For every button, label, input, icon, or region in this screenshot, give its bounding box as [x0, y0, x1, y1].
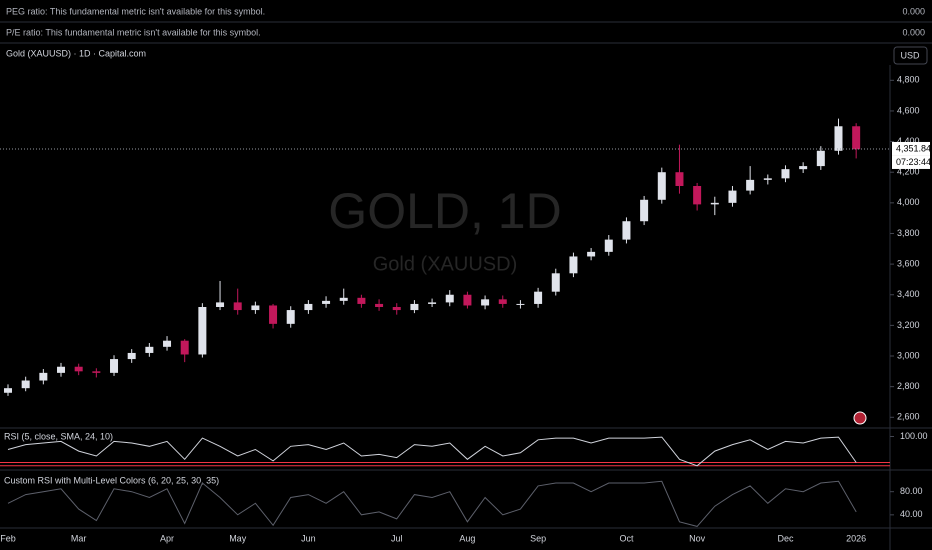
candle-body	[640, 199, 649, 222]
y-tick-label: 2,800	[897, 381, 920, 391]
x-tick-label: Oct	[619, 533, 634, 543]
y-tick-label: 3,400	[897, 289, 920, 299]
candle-body	[233, 302, 242, 311]
x-tick-label: 2026	[846, 533, 866, 543]
y-tick-label: 4,600	[897, 105, 920, 115]
candle-body	[410, 303, 419, 311]
candle-body	[763, 178, 772, 180]
candle-body	[286, 310, 295, 324]
currency-button[interactable]	[893, 46, 928, 65]
candle-body	[799, 166, 808, 170]
candle-body	[463, 294, 472, 306]
last-price-box	[892, 141, 930, 156]
indicator-line	[7, 436, 857, 467]
candle-body	[145, 346, 154, 353]
x-tick-label: Apr	[160, 533, 174, 543]
y-tick-label: 40.00	[900, 509, 923, 519]
pe-label: P/E ratio: This fundamental metric isn't…	[6, 27, 261, 37]
candle-body	[127, 352, 136, 360]
x-tick-label: Sep	[530, 533, 546, 543]
y-tick-label: 80.00	[900, 486, 923, 496]
y-tick-label: 4,800	[897, 75, 920, 85]
candle-body	[251, 305, 260, 311]
x-tick-label: Jun	[301, 533, 316, 543]
peg-value: 0.000	[902, 6, 925, 16]
pe-value: 0.000	[902, 27, 925, 37]
x-tick-label: Jul	[391, 533, 403, 543]
pane-title: Custom RSI with Multi-Level Colors (6, 2…	[4, 475, 219, 485]
candle-body	[834, 126, 843, 151]
x-tick-label: Mar	[71, 533, 87, 543]
candle-body	[728, 190, 737, 203]
watermark: GOLD, 1D	[328, 183, 561, 239]
candle-body	[481, 299, 490, 306]
candle-body	[516, 303, 525, 305]
candle-body	[92, 371, 101, 373]
candle-body	[710, 202, 719, 205]
candle-body	[4, 388, 12, 393]
candle-body	[445, 294, 454, 303]
y-tick-label: 3,000	[897, 350, 920, 360]
y-tick-label: 3,600	[897, 258, 920, 268]
candle-body	[57, 366, 66, 373]
candle-body	[657, 172, 666, 200]
candle-body	[339, 297, 348, 301]
y-tick-label: 4,200	[897, 167, 920, 177]
y-tick-label: 3,200	[897, 320, 920, 330]
candle-body	[816, 150, 825, 167]
indicator-line	[7, 480, 857, 527]
candle-body	[587, 251, 596, 257]
x-tick-label: Feb	[0, 533, 16, 543]
watermark-sub: Gold (XAUUSD)	[373, 253, 517, 275]
candle-body	[675, 172, 684, 186]
candle-body	[304, 303, 313, 311]
pane-title: RSI (5, close, SMA, 24, 10)	[4, 431, 113, 441]
candle-body	[110, 359, 119, 373]
candle-body	[216, 302, 225, 307]
candle-body	[163, 340, 172, 347]
candle-body	[357, 297, 366, 304]
y-tick-label: 4,400	[897, 136, 920, 146]
candle-body	[375, 303, 384, 307]
y-tick-label: 4,000	[897, 197, 920, 207]
y-tick-label: 2,600	[897, 412, 920, 422]
candle-body	[74, 366, 83, 372]
x-tick-label: May	[229, 533, 247, 543]
candle-body	[746, 179, 755, 191]
last-price-label: 4,351.84	[896, 143, 931, 153]
candle-body	[180, 340, 189, 355]
candle-body	[781, 169, 790, 179]
candle-body	[693, 186, 702, 205]
x-tick-label: Nov	[689, 533, 706, 543]
candle-body	[852, 126, 861, 150]
y-tick-label: 3,800	[897, 228, 920, 238]
x-tick-label: Aug	[459, 533, 475, 543]
candle-body	[534, 291, 543, 304]
candle-body	[39, 372, 48, 381]
currency[interactable]: USD	[900, 50, 920, 60]
candle-body	[622, 221, 631, 240]
candle-body	[322, 300, 331, 304]
event-flag[interactable]	[853, 411, 867, 425]
candle-body	[21, 380, 30, 389]
countdown: 07:23:44	[896, 157, 931, 167]
chart-title: Gold (XAUUSD) · 1D · Capital.com	[6, 48, 146, 58]
peg-label: PEG ratio: This fundamental metric isn't…	[6, 6, 265, 16]
candle-body	[551, 273, 560, 292]
y-tick-label: 100.00	[900, 431, 928, 441]
candle-body	[269, 305, 278, 324]
candle-body	[428, 302, 437, 304]
candle-body	[498, 299, 507, 304]
candle-body	[604, 239, 613, 252]
candle-body	[392, 307, 401, 311]
candle-body	[569, 256, 578, 274]
candle-body	[198, 307, 207, 355]
countdown-box	[892, 155, 930, 169]
x-tick-label: Dec	[777, 533, 794, 543]
